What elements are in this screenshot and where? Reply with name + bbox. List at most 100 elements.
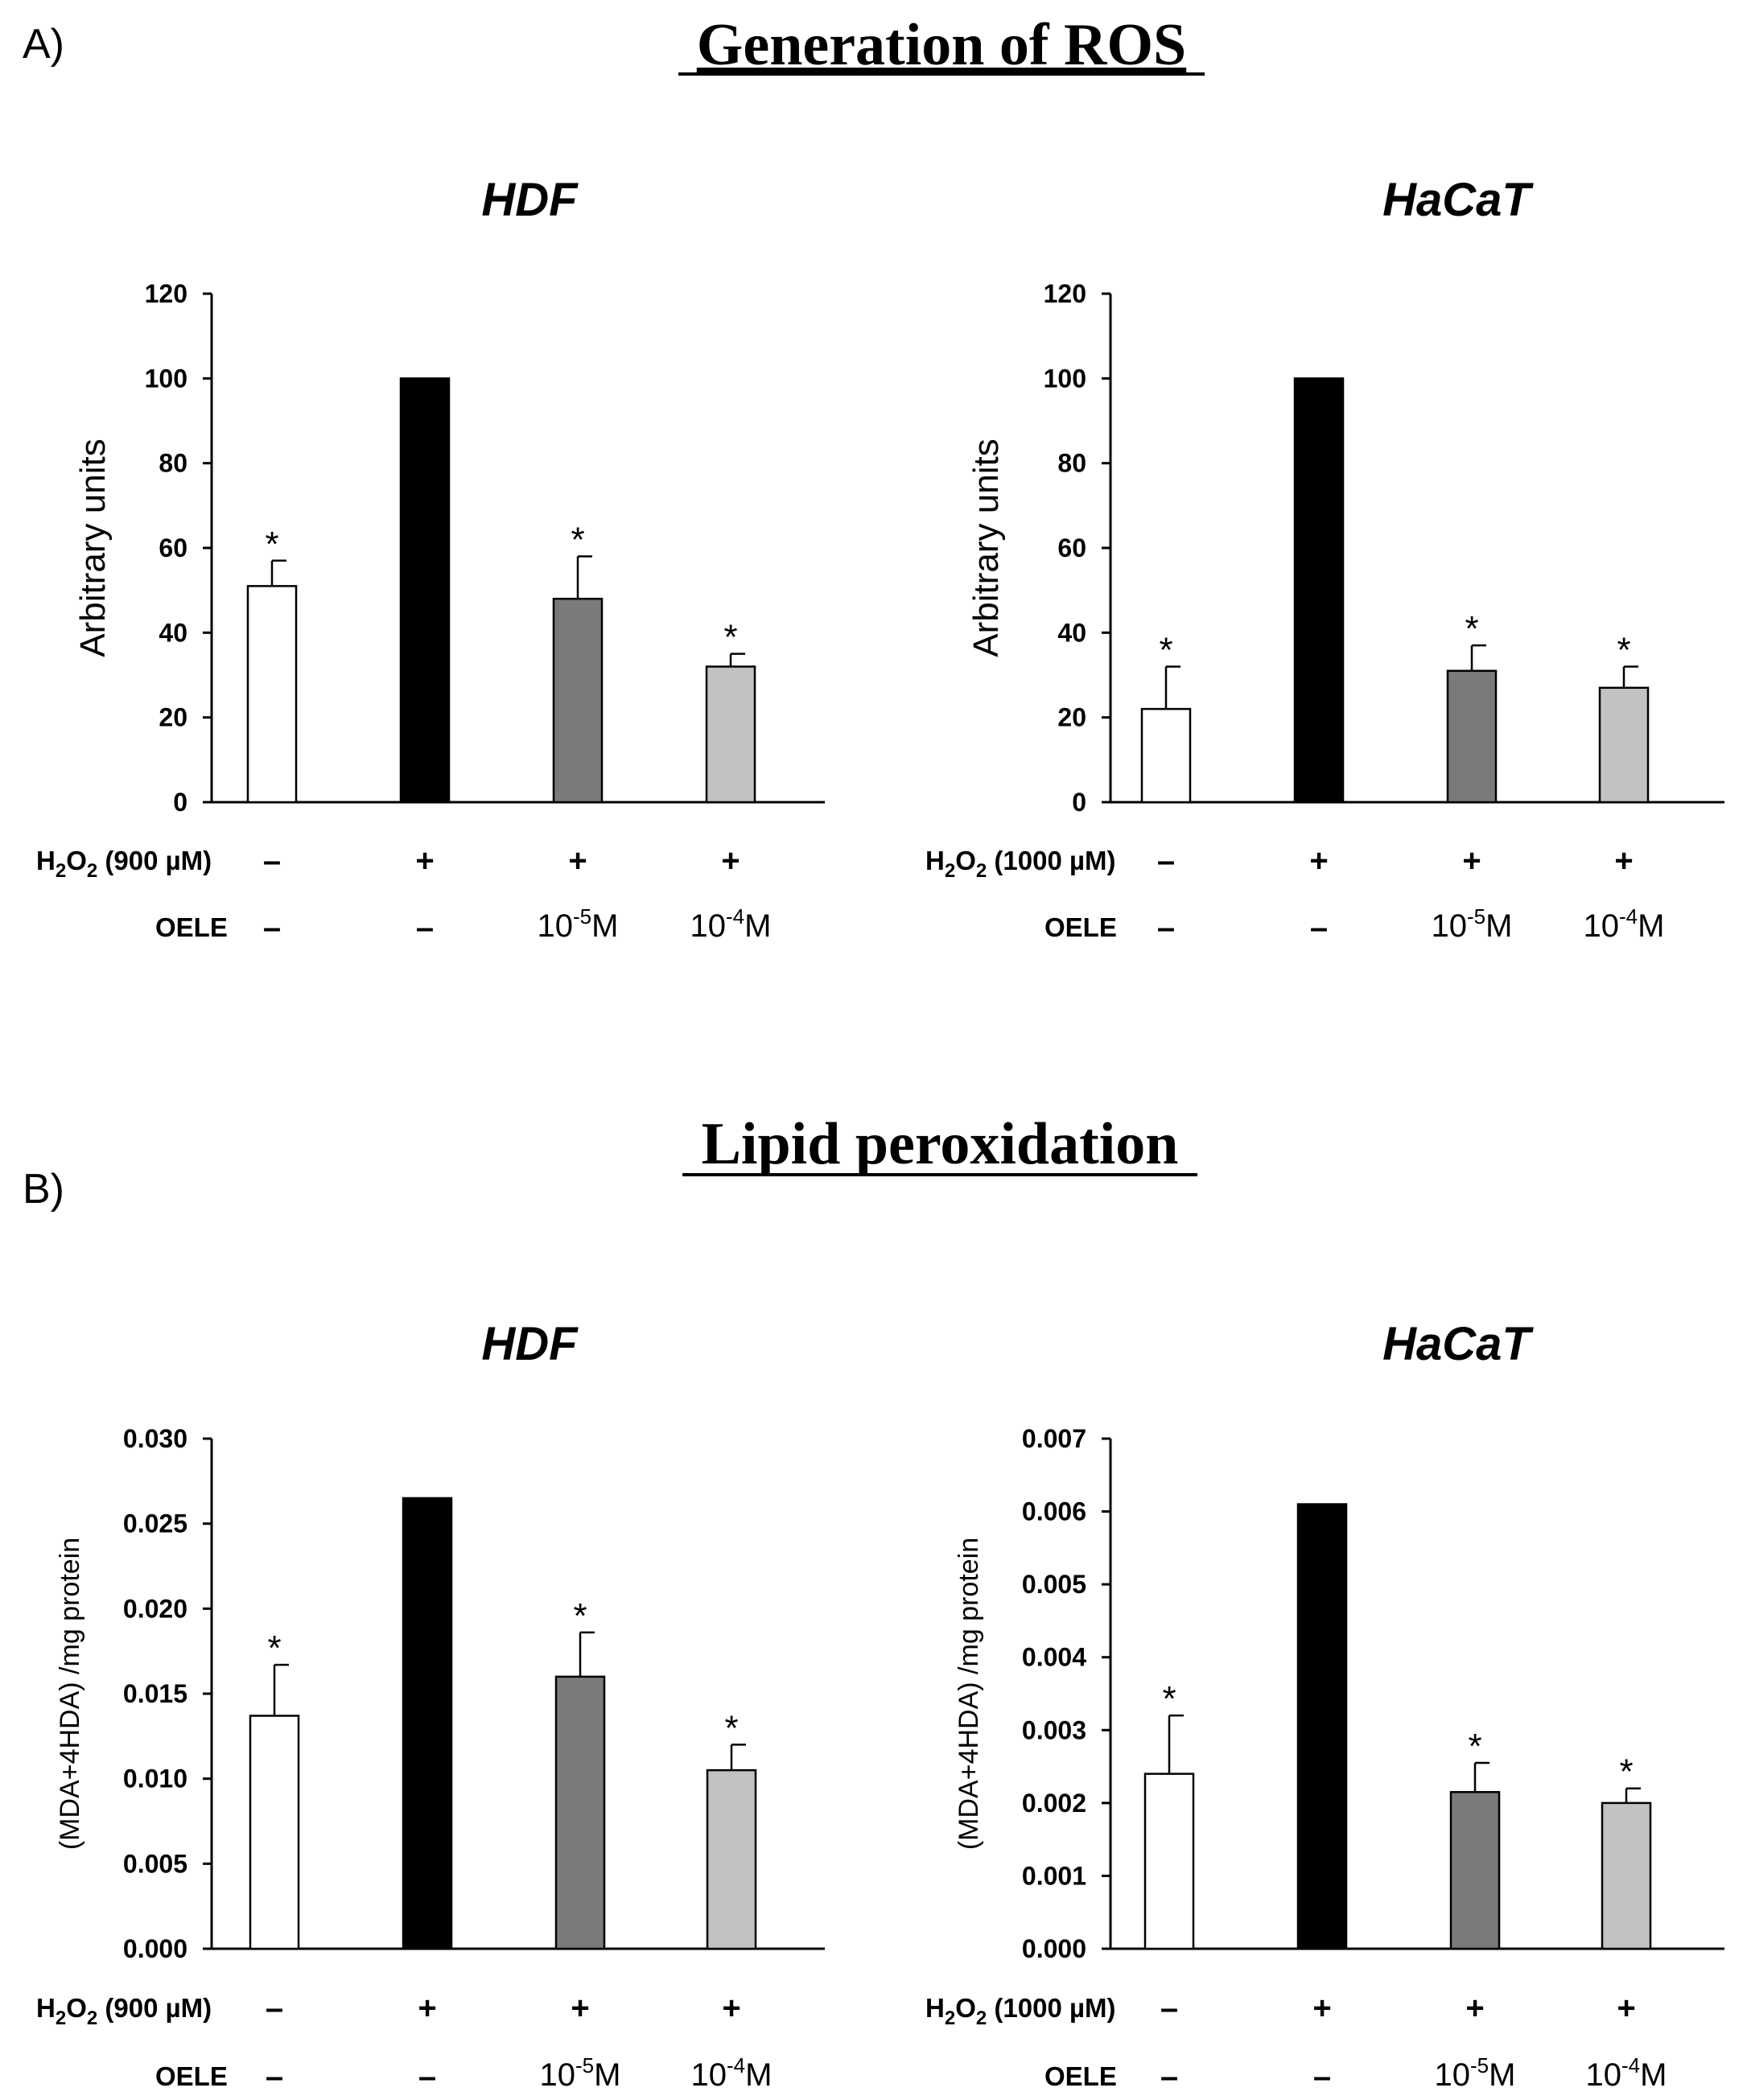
- significance-mark: *: [1619, 1752, 1633, 1792]
- y-tick-label: 100: [1044, 364, 1086, 393]
- oele-unit: M: [1485, 908, 1512, 944]
- oele-base: 10: [1584, 908, 1620, 944]
- bar: [1140, 707, 1192, 804]
- oele-exponent: -5: [1470, 2053, 1489, 2077]
- oele-unit: M: [1489, 2057, 1515, 2093]
- h2o2-sub: 2: [56, 860, 66, 882]
- panel-letter-b: B): [23, 1166, 64, 1213]
- bar: [246, 585, 298, 804]
- h2o2-value: –: [266, 1991, 283, 2026]
- y-tick-label: 60: [1057, 533, 1086, 562]
- panel-letter-a: A): [23, 21, 64, 68]
- y-tick-label: 40: [1057, 618, 1086, 647]
- y-tick-label: 80: [1057, 449, 1086, 478]
- bar: [1601, 1801, 1652, 1950]
- h2o2-value: +: [1309, 843, 1328, 879]
- oele-value: –: [1313, 2059, 1331, 2094]
- y-tick-label: 120: [1044, 279, 1086, 308]
- y-axis-label: Arbitrary units: [966, 439, 1006, 657]
- oele-unit: M: [745, 2057, 772, 2093]
- y-tick-label: 0.010: [123, 1764, 187, 1793]
- significance-mark: *: [1465, 609, 1478, 649]
- chart-title: HaCaT: [1382, 1318, 1534, 1370]
- h2o2-sub: 2: [976, 2007, 987, 2029]
- significance-mark: *: [265, 525, 278, 564]
- h2o2-row-label: H2O2 (900 µM): [36, 1993, 212, 2029]
- h2o2-conc: (900 µM): [97, 846, 212, 875]
- y-tick-label: 40: [159, 618, 187, 647]
- bar: [1293, 377, 1345, 804]
- y-tick-label: 0.003: [1022, 1715, 1086, 1744]
- h2o2-sub: 2: [56, 2007, 66, 2029]
- chart-title: HaCaT: [1382, 174, 1534, 226]
- y-tick-label: 0.002: [1022, 1789, 1086, 1818]
- significance-mark: *: [1617, 630, 1630, 669]
- oele-unit: M: [1638, 908, 1664, 944]
- oele-value: –: [416, 910, 434, 945]
- oele-unit: M: [1640, 2057, 1667, 2093]
- h2o2-sub: 2: [976, 860, 987, 882]
- y-tick-label: 0.006: [1022, 1497, 1086, 1526]
- h2o2-value: +: [1465, 1991, 1484, 2026]
- y-tick-label: 20: [1057, 703, 1086, 732]
- h2o2-h: H: [925, 846, 945, 875]
- oele-value: –: [1157, 910, 1175, 945]
- h2o2-o: O: [66, 846, 87, 875]
- oele-base: 10: [1586, 2057, 1622, 2093]
- bar: [705, 665, 756, 804]
- significance-mark: *: [267, 1629, 281, 1668]
- y-tick-label: 0.005: [123, 1849, 187, 1878]
- oele-exponent: -5: [575, 2053, 594, 2077]
- h2o2-value: +: [1462, 843, 1481, 879]
- h2o2-value: +: [1312, 1991, 1331, 2026]
- significance-mark: *: [724, 1708, 738, 1748]
- h2o2-value: –: [263, 843, 281, 879]
- h2o2-value: +: [722, 1991, 740, 2026]
- y-tick-label: 0.000: [123, 1934, 187, 1963]
- y-tick-label: 0.004: [1022, 1643, 1086, 1672]
- significance-mark: *: [1159, 630, 1172, 669]
- oele-exponent: -5: [1467, 904, 1485, 929]
- h2o2-row-label: H2O2 (1000 µM): [925, 1993, 1115, 2029]
- oele-value: –: [418, 2059, 436, 2094]
- y-tick-label: 0.001: [1022, 1861, 1086, 1890]
- oele-exponent: -4: [1619, 904, 1638, 929]
- oele-value: 10-5M: [1432, 904, 1513, 944]
- oele-value: 10-4M: [1584, 904, 1665, 944]
- y-tick-label: 0.007: [1022, 1424, 1086, 1453]
- oele-exponent: -4: [726, 904, 744, 929]
- oele-value: 10-4M: [1586, 2053, 1667, 2093]
- y-tick-label: 0.025: [123, 1509, 187, 1538]
- oele-value: 10-4M: [690, 904, 772, 944]
- h2o2-value: +: [571, 1991, 589, 2026]
- oele-value: –: [266, 2059, 283, 2094]
- oele-unit: M: [591, 908, 618, 944]
- oele-base: 10: [690, 908, 727, 944]
- h2o2-row-label: H2O2 (1000 µM): [925, 846, 1115, 882]
- oele-row-label: OELE: [1044, 2061, 1117, 2091]
- bar: [1598, 686, 1650, 804]
- h2o2-value: +: [1614, 843, 1633, 879]
- oele-exponent: -4: [727, 2053, 745, 2077]
- oele-value: 10-5M: [1435, 2053, 1516, 2093]
- y-axis-label: (MDA+4HDA) /mg protein: [55, 1538, 85, 1850]
- significance-mark: *: [1468, 1727, 1481, 1766]
- bar: [1296, 1503, 1348, 1950]
- oele-value: –: [1160, 2059, 1178, 2094]
- oele-exponent: -5: [573, 904, 591, 929]
- oele-base: 10: [691, 2057, 727, 2093]
- bar: [249, 1715, 300, 1950]
- chart-title: HDF: [481, 1318, 579, 1370]
- h2o2-value: +: [568, 843, 587, 879]
- chart-title: HDF: [481, 174, 579, 226]
- oele-row-label: OELE: [155, 912, 228, 942]
- h2o2-value: +: [418, 1991, 436, 2026]
- chart-b-hdf: HDF 0.000 0.005 0.010 0.015 0.020 0.025 0.030 (M…: [36, 1318, 825, 2094]
- oele-row-label: OELE: [155, 2061, 228, 2091]
- bar: [1446, 669, 1498, 804]
- y-tick-label: 0.030: [123, 1424, 187, 1453]
- h2o2-value: +: [721, 843, 740, 879]
